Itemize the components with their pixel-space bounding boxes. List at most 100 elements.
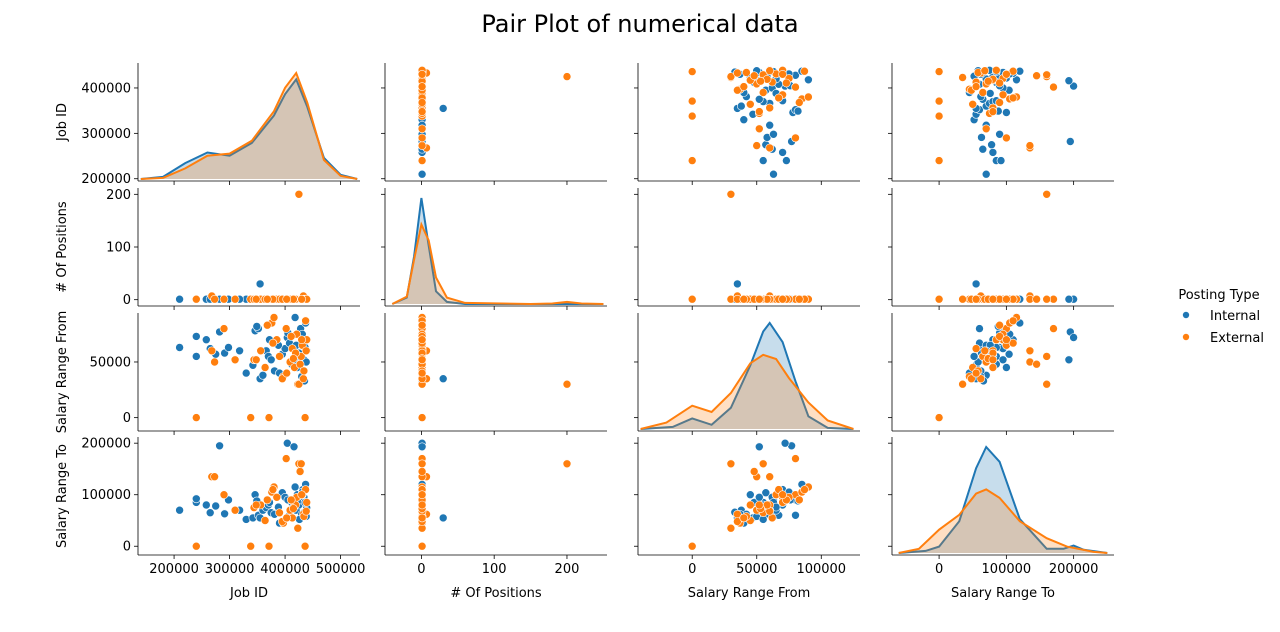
scatter-point-external [988, 355, 998, 365]
scatter-point-external [297, 294, 307, 304]
panel-salary-range-from-vs-job-id: 0 50000 Salary Range From [55, 311, 360, 435]
x-tick-label: 200000 [149, 562, 199, 577]
panel-salary-range-from-vs-salary-range-to [888, 313, 1114, 435]
scatter-point-external [296, 459, 306, 469]
y-axis-label-salary-range-from: Salary Range From [55, 311, 70, 434]
legend-marker-internal [1182, 311, 1190, 319]
scatter-point-internal [1064, 355, 1074, 365]
y-tick-label: 50000 [90, 355, 131, 370]
scatter-point-internal [754, 95, 764, 104]
scatter-point-external [958, 294, 967, 304]
scatter-point-external [293, 523, 303, 533]
scatter-point-external [756, 76, 765, 86]
scatter-point-external [192, 294, 201, 304]
scatter-point-internal [988, 148, 998, 157]
legend-label-external: External [1210, 331, 1264, 346]
scatter-point-external [934, 67, 944, 76]
scatter-point-internal [224, 343, 233, 352]
scatter-point-external [1025, 346, 1035, 356]
scatter-point-external [210, 472, 219, 482]
scatter-point-external [281, 324, 291, 333]
scatter-point-external [275, 508, 284, 518]
scatter-point-external [778, 490, 787, 500]
kde-fill-external [140, 73, 358, 179]
scatter-point-external [1032, 294, 1041, 304]
scatter-point-internal [995, 130, 1004, 139]
scatter-point-internal [754, 492, 764, 502]
scatter-point-external [726, 72, 736, 81]
scatter-point-internal [736, 101, 746, 111]
scatter-point-external [1049, 82, 1058, 92]
scatter-point-external [749, 71, 759, 80]
scatter-point-external [262, 320, 272, 330]
scatter-point-external [417, 541, 427, 551]
scatter-point-external [978, 88, 988, 97]
scatter-point-internal [1069, 333, 1078, 342]
scatter-point-external [733, 68, 742, 78]
scatter-point-external [687, 294, 697, 304]
scatter-point-external [749, 467, 759, 476]
scatter-point-external [1032, 359, 1041, 369]
scatter-point-external [295, 467, 305, 476]
scatter-point-internal [758, 156, 768, 165]
scatter-point-external [782, 78, 791, 88]
scatter-point-external [958, 379, 967, 389]
panel-salary-range-to-vs-job-id: 0 100000 200000 200000 300000 400000 500000 Job… [55, 437, 365, 601]
x-tick-label: 200000 [1049, 562, 1099, 577]
scatter-point-internal [1002, 108, 1011, 117]
scatter-point-internal [289, 442, 299, 452]
scatter-point-external [765, 143, 775, 153]
x-axis-label-salary-range-to: Salary Range To [951, 586, 1055, 601]
legend-marker-external [1182, 333, 1190, 341]
scatter-point-external [804, 92, 813, 102]
scatter-point-external [794, 294, 804, 304]
x-tick-label: 100000 [982, 562, 1032, 577]
scatter-point-external [791, 133, 800, 143]
scatter-point-external [417, 124, 427, 134]
scatter-point-external [739, 513, 749, 523]
scatter-point-internal [175, 294, 184, 304]
scatter-point-internal [258, 370, 268, 380]
scatter-point-external [207, 346, 217, 356]
scatter-point-external [1042, 190, 1051, 199]
kde-fill-external [898, 489, 1108, 553]
scatter-point-external [264, 541, 274, 551]
scatter-point-external [219, 294, 229, 304]
scatter-point-external [277, 374, 287, 384]
scatter-point-external [219, 490, 229, 500]
scatter-point-external [299, 366, 309, 376]
scatter-point-external [417, 368, 427, 378]
scatter-point-external [995, 320, 1004, 330]
scatter-point-external [417, 335, 427, 345]
y-axis-label-job-id: Job ID [55, 103, 70, 142]
scatter-point-internal [985, 89, 995, 98]
scatter-point-external [417, 141, 427, 150]
scatter-point-external [417, 459, 427, 469]
scatter-point-external [754, 107, 764, 116]
y-tick-label: 100 [106, 241, 131, 256]
scatter-point-external [417, 490, 427, 500]
panel-job-id-vs-salary-range-to [888, 63, 1114, 185]
scatter-point-internal [211, 501, 220, 511]
kde-line-external [391, 221, 604, 306]
scatter-point-internal [192, 494, 201, 504]
scatter-point-internal [175, 343, 184, 352]
scatter-point-external [297, 490, 307, 500]
scatter-point-external [301, 506, 311, 516]
scatter-point-internal [977, 133, 986, 142]
kde-fill-external [640, 354, 854, 429]
scatter-point-external [791, 82, 800, 92]
scatter-point-external [417, 467, 427, 476]
scatter-point-external [297, 335, 307, 345]
scatter-point-external [301, 316, 310, 326]
x-tick-label: 100 [482, 562, 507, 577]
scatter-point-external [300, 541, 310, 551]
x-tick-label: 50000 [736, 562, 777, 577]
scatter-point-internal [438, 513, 448, 523]
scatter-point-internal [996, 156, 1006, 165]
scatter-point-external [256, 346, 266, 356]
scatter-point-external [210, 357, 219, 367]
scatter-point-internal [290, 482, 300, 492]
scatter-point-external [281, 454, 291, 463]
